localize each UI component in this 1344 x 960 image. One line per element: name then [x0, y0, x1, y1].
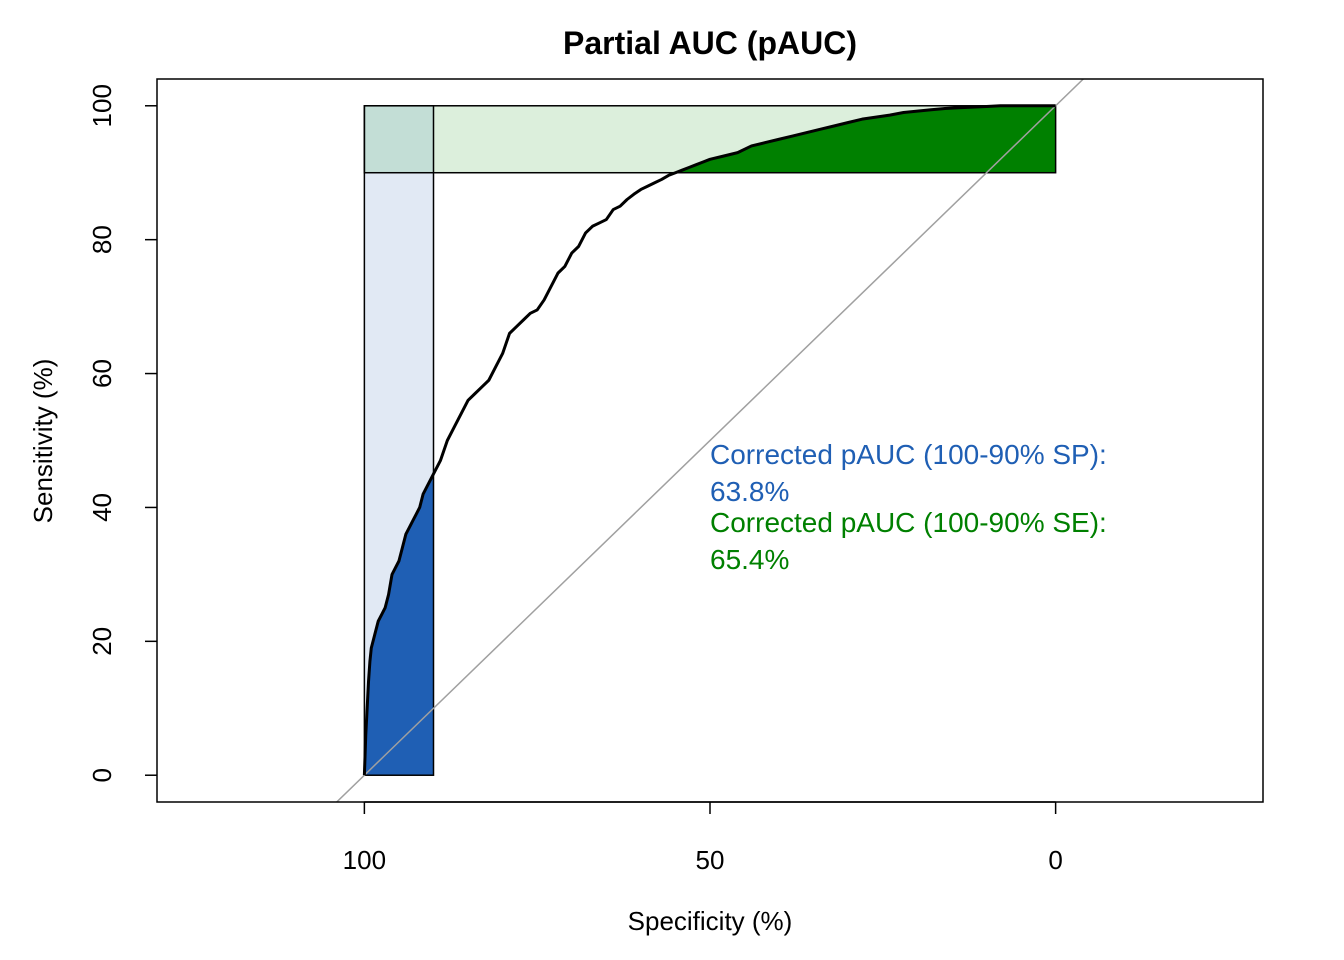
pauc-se-label: Corrected pAUC (100-90% SE): — [710, 507, 1107, 538]
pauc-specificity-area — [364, 473, 434, 776]
y-tick-label: 20 — [87, 627, 117, 656]
sensitivity-range-outline — [363, 105, 1057, 174]
pauc-se-value: 65.4% — [710, 544, 789, 575]
range-box-overlap — [364, 105, 434, 173]
y-tick-label: 0 — [87, 768, 117, 782]
y-tick-label: 80 — [87, 225, 117, 254]
plot-area: 100 50 0 0 20 40 60 80 100 — [87, 78, 1264, 875]
pauc-sensitivity-area — [675, 105, 1056, 173]
pauc-sp-value: 63.8% — [710, 476, 789, 507]
chart-title: Partial AUC (pAUC) — [563, 25, 857, 61]
x-tick-label: 50 — [696, 845, 725, 875]
reference-diagonal — [335, 79, 1085, 802]
pauc-sp-label: Corrected pAUC (100-90% SP): — [710, 439, 1107, 470]
y-axis-title: Sensitivity (%) — [28, 359, 58, 524]
y-tick-label: 100 — [87, 84, 117, 127]
x-axis-title: Specificity (%) — [628, 906, 793, 936]
roc-curve-line — [362, 104, 1056, 776]
x-tick-label: 100 — [343, 845, 386, 875]
y-tick-label: 40 — [87, 493, 117, 522]
x-tick-label: 0 — [1048, 845, 1062, 875]
y-tick-label: 60 — [87, 359, 117, 388]
